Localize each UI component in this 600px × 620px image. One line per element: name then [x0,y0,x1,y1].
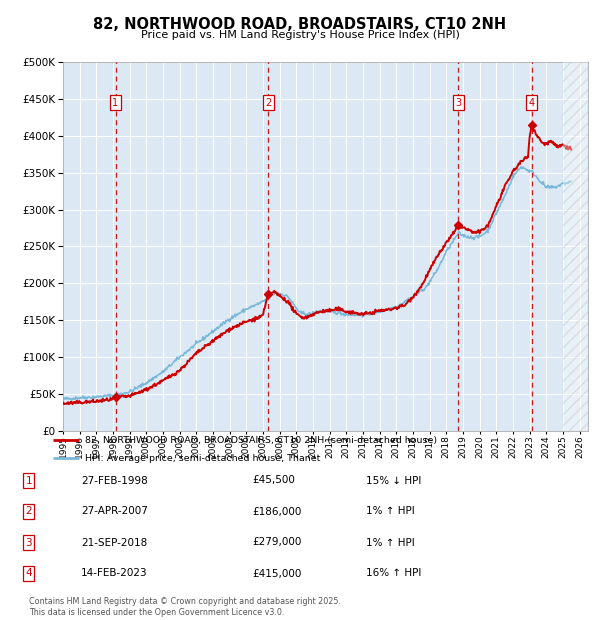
Text: HPI: Average price, semi-detached house, Thanet: HPI: Average price, semi-detached house,… [85,454,320,463]
Text: 1: 1 [25,476,32,485]
Text: 15% ↓ HPI: 15% ↓ HPI [366,476,421,485]
Text: 1: 1 [112,97,119,108]
Text: 14-FEB-2023: 14-FEB-2023 [81,569,148,578]
Text: £415,000: £415,000 [252,569,301,578]
Text: 82, NORTHWOOD ROAD, BROADSTAIRS, CT10 2NH: 82, NORTHWOOD ROAD, BROADSTAIRS, CT10 2N… [94,17,506,32]
Text: 3: 3 [25,538,32,547]
Text: 4: 4 [529,97,535,108]
Text: £45,500: £45,500 [252,476,295,485]
Text: 2: 2 [25,507,32,516]
Text: 82, NORTHWOOD ROAD, BROADSTAIRS, CT10 2NH (semi-detached house): 82, NORTHWOOD ROAD, BROADSTAIRS, CT10 2N… [85,436,437,445]
Text: 21-SEP-2018: 21-SEP-2018 [81,538,147,547]
Text: 27-APR-2007: 27-APR-2007 [81,507,148,516]
Text: 1% ↑ HPI: 1% ↑ HPI [366,538,415,547]
Text: 16% ↑ HPI: 16% ↑ HPI [366,569,421,578]
Text: 4: 4 [25,569,32,578]
Text: 3: 3 [455,97,461,108]
Text: 2: 2 [265,97,271,108]
Text: 1% ↑ HPI: 1% ↑ HPI [366,507,415,516]
Text: £279,000: £279,000 [252,538,301,547]
Text: 27-FEB-1998: 27-FEB-1998 [81,476,148,485]
Text: Contains HM Land Registry data © Crown copyright and database right 2025.
This d: Contains HM Land Registry data © Crown c… [29,598,341,617]
Text: Price paid vs. HM Land Registry's House Price Index (HPI): Price paid vs. HM Land Registry's House … [140,30,460,40]
Text: £186,000: £186,000 [252,507,301,516]
